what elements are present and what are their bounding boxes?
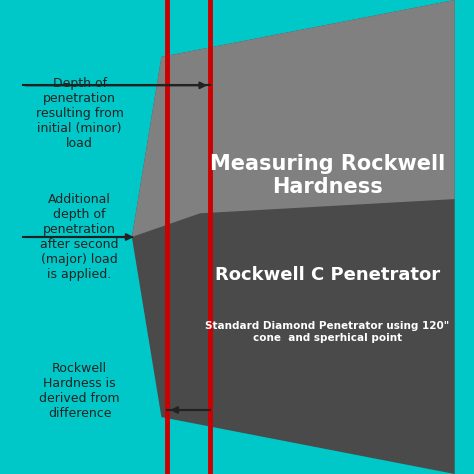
Text: Measuring Rockwell
Hardness: Measuring Rockwell Hardness xyxy=(210,154,445,197)
Text: Additional
depth of
penetration
after second
(major) load
is applied.: Additional depth of penetration after se… xyxy=(40,193,119,281)
Text: Standard Diamond Penetrator using 120"
cone  and sperhical point: Standard Diamond Penetrator using 120" c… xyxy=(205,321,449,343)
Polygon shape xyxy=(132,0,455,237)
Text: Depth of
penetration
resulting from
initial (minor)
load: Depth of penetration resulting from init… xyxy=(36,77,124,150)
Text: Rockwell
Hardness is
derived from
difference: Rockwell Hardness is derived from differ… xyxy=(39,362,120,420)
Polygon shape xyxy=(132,0,455,474)
Text: Rockwell C Penetrator: Rockwell C Penetrator xyxy=(215,266,440,284)
